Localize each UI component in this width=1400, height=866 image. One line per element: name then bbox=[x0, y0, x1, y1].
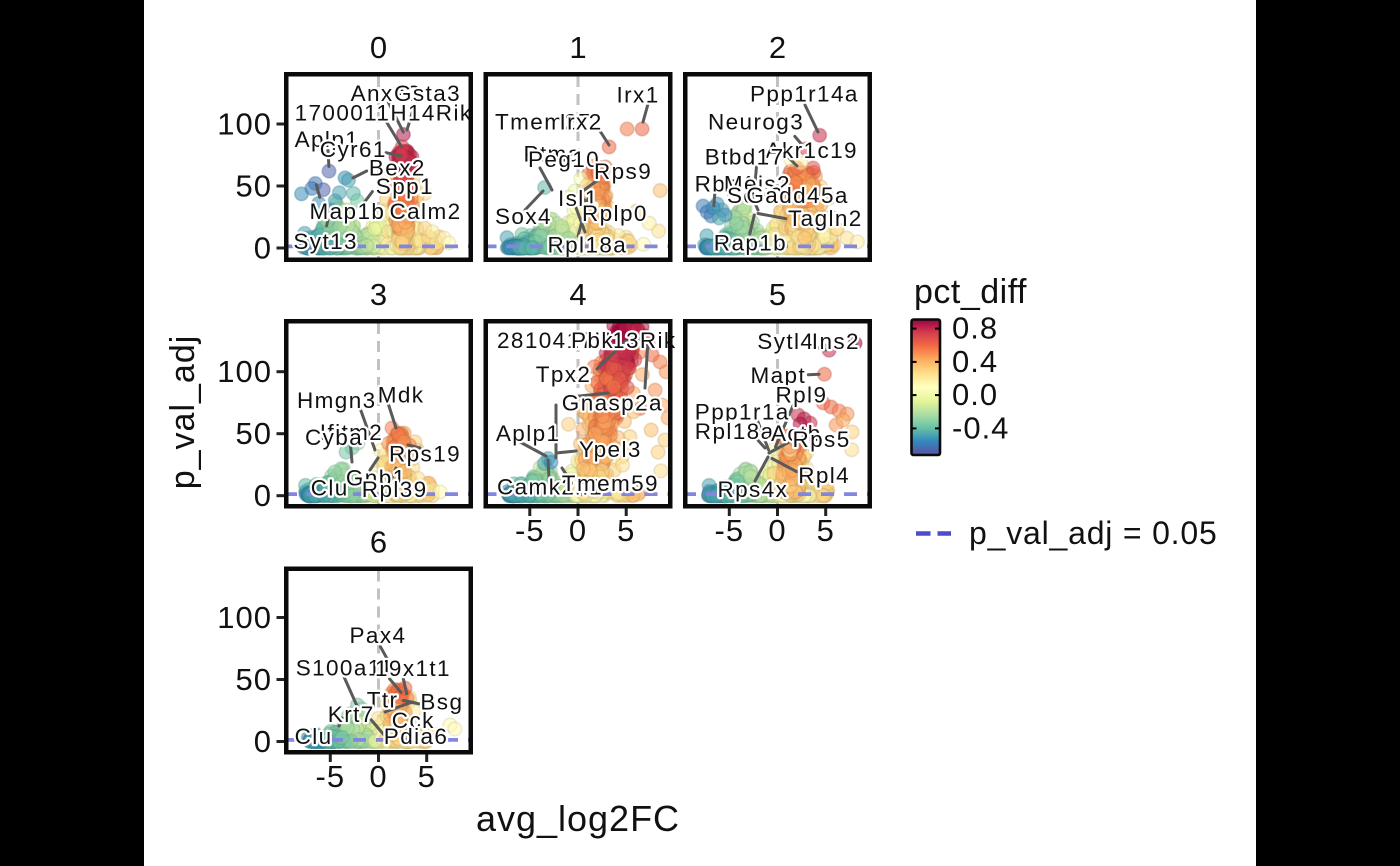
svg-text:1700011H14Rik: 1700011H14Rik bbox=[295, 101, 473, 126]
svg-text:Irx1: Irx1 bbox=[617, 83, 660, 108]
svg-text:Hmgn3: Hmgn3 bbox=[297, 388, 377, 413]
svg-text:Aplp1: Aplp1 bbox=[295, 127, 360, 152]
svg-text:Tmem27: Tmem27 bbox=[495, 110, 592, 135]
svg-text:Gnb1: Gnb1 bbox=[346, 466, 407, 491]
svg-text:Ins2: Ins2 bbox=[812, 329, 860, 354]
svg-text:Rpl18a: Rpl18a bbox=[695, 419, 775, 444]
svg-text:5: 5 bbox=[769, 277, 786, 312]
svg-text:Rpl4: Rpl4 bbox=[798, 463, 850, 488]
svg-text:Ifitm2: Ifitm2 bbox=[320, 420, 383, 445]
svg-text:Rps5: Rps5 bbox=[793, 427, 851, 452]
svg-text:Rpl18a: Rpl18a bbox=[548, 233, 628, 258]
svg-text:Ypel3: Ypel3 bbox=[579, 437, 642, 462]
svg-text:1: 1 bbox=[569, 30, 586, 65]
svg-text:Pbk: Pbk bbox=[571, 328, 614, 353]
svg-text:Ppp1r14a: Ppp1r14a bbox=[750, 82, 859, 107]
svg-text:Aplp1: Aplp1 bbox=[496, 421, 561, 446]
svg-text:Btbd17: Btbd17 bbox=[705, 145, 785, 170]
svg-text:Rpl39: Rpl39 bbox=[362, 477, 428, 502]
svg-text:Tagln2: Tagln2 bbox=[788, 206, 863, 231]
svg-text:Clu: Clu bbox=[311, 476, 349, 501]
svg-text:Cyr61: Cyr61 bbox=[320, 137, 387, 162]
svg-text:Meis2: Meis2 bbox=[724, 172, 791, 197]
svg-text:Rplp0: Rplp0 bbox=[582, 201, 648, 226]
svg-text:Isl1: Isl1 bbox=[558, 186, 599, 211]
svg-text:Rbp4: Rbp4 bbox=[695, 172, 754, 197]
svg-text:Bex2: Bex2 bbox=[369, 156, 426, 181]
svg-text:Sox9: Sox9 bbox=[727, 183, 784, 208]
svg-text:Cyba: Cyba bbox=[305, 425, 363, 450]
svg-text:Rps9: Rps9 bbox=[594, 159, 652, 184]
svg-text:Irx2: Irx2 bbox=[560, 110, 603, 135]
svg-text:0: 0 bbox=[370, 30, 387, 65]
svg-text:2: 2 bbox=[769, 30, 786, 65]
svg-text:Neurog3: Neurog3 bbox=[708, 109, 804, 134]
svg-text:Rap1b: Rap1b bbox=[714, 230, 787, 255]
svg-text:Gadd45a: Gadd45a bbox=[746, 183, 848, 208]
svg-text:Rps4x: Rps4x bbox=[718, 477, 789, 502]
svg-text:Mdk: Mdk bbox=[378, 383, 425, 408]
svg-text:Akr1c19: Akr1c19 bbox=[766, 138, 858, 163]
svg-text:4: 4 bbox=[569, 277, 586, 312]
svg-text:Syt13: Syt13 bbox=[293, 229, 358, 254]
svg-text:Gsta3: Gsta3 bbox=[394, 81, 461, 106]
svg-text:Sytl4: Sytl4 bbox=[757, 329, 814, 354]
svg-text:Peg10: Peg10 bbox=[528, 147, 600, 172]
svg-text:Spp1: Spp1 bbox=[376, 174, 434, 199]
svg-text:Ptma: Ptma bbox=[524, 142, 582, 167]
svg-text:Calm2: Calm2 bbox=[390, 199, 462, 224]
svg-text:Sox4: Sox4 bbox=[495, 204, 552, 229]
svg-text:Anxa3: Anxa3 bbox=[351, 81, 422, 106]
svg-text:Rps19: Rps19 bbox=[389, 442, 461, 467]
svg-text:Tpx2: Tpx2 bbox=[536, 362, 592, 387]
svg-text:Tmem59: Tmem59 bbox=[562, 471, 659, 496]
svg-text:Gnasp2a: Gnasp2a bbox=[562, 391, 663, 416]
svg-text:3: 3 bbox=[370, 277, 387, 312]
svg-text:Map1b: Map1b bbox=[310, 199, 386, 224]
